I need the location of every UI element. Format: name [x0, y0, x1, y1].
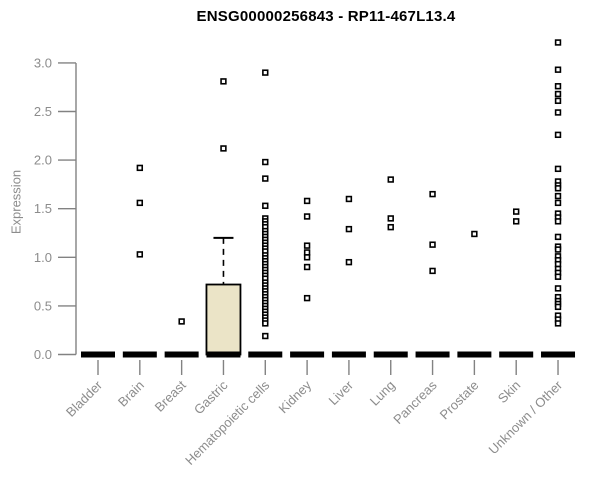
data-point: [471, 230, 478, 238]
data-point: [303, 197, 311, 205]
data-point: [554, 90, 562, 98]
y-tick-label: 1.0: [34, 250, 52, 265]
y-tick-label: 0.5: [34, 298, 52, 313]
chart-title: ENSG00000256843 - RP11-467L13.4: [196, 8, 456, 25]
data-point: [554, 320, 562, 327]
zero-bar: [122, 351, 157, 358]
data-point: [303, 254, 311, 261]
zero-bar: [541, 351, 576, 358]
data-point: [387, 223, 394, 231]
zero-bar: [81, 351, 115, 358]
data-point: [345, 258, 353, 266]
x-category-label: Lung: [367, 378, 398, 409]
data-point: [554, 218, 562, 225]
data-point: [262, 69, 269, 76]
data-point: [554, 303, 562, 311]
data-point: [512, 218, 520, 225]
data-point: [303, 242, 311, 249]
zero-bar: [206, 351, 241, 358]
x-category-label: Breast: [152, 377, 189, 414]
x-category-label: Skin: [495, 378, 523, 406]
data-point: [554, 165, 562, 173]
x-category-label: Bladder: [63, 377, 106, 420]
data-point: [303, 294, 311, 302]
data-point: [554, 273, 562, 280]
x-category-label: Liver: [326, 377, 357, 408]
y-tick-label: 1.5: [34, 201, 52, 216]
x-category-label: Pancreas: [390, 377, 440, 427]
data-point: [387, 176, 394, 183]
data-point: [554, 131, 562, 139]
data-point: [387, 215, 394, 222]
x-category-label: Prostate: [437, 378, 482, 423]
data-point: [554, 233, 562, 241]
data-point: [429, 190, 436, 198]
data-point: [262, 158, 269, 166]
x-category-label: Unknown / Other: [486, 377, 566, 457]
y-tick-label: 0.0: [34, 347, 52, 362]
data-point: [262, 332, 269, 340]
data-point: [262, 202, 269, 209]
zero-bar: [373, 351, 408, 358]
data-point: [136, 251, 144, 258]
data-point: [262, 175, 269, 182]
data-point: [554, 192, 562, 200]
data-point: [220, 145, 227, 152]
data-point: [554, 83, 562, 90]
data-point: [178, 318, 185, 325]
y-tick-label: 3.0: [34, 55, 52, 70]
data-point: [345, 195, 353, 203]
data-point: [554, 185, 562, 192]
data-point: [303, 213, 311, 220]
data-point: [554, 285, 562, 292]
zero-bar: [457, 351, 492, 358]
data-point: [136, 164, 144, 172]
data-point: [429, 241, 436, 248]
data-point: [554, 199, 562, 207]
data-point: [345, 225, 353, 233]
data-point: [303, 263, 311, 271]
zero-bar: [248, 351, 283, 358]
data-point: [554, 39, 562, 46]
zero-bar: [331, 351, 366, 358]
x-category-label: Kidney: [276, 377, 315, 416]
data-point: [554, 97, 562, 105]
box: [205, 283, 242, 356]
data-point: [554, 109, 562, 116]
x-category-label: Brain: [115, 378, 147, 410]
zero-bar: [415, 351, 450, 358]
y-tick-label: 2.5: [34, 104, 52, 119]
zero-bar: [164, 351, 199, 358]
data-point: [512, 208, 520, 215]
data-point: [136, 199, 144, 207]
data-point: [429, 267, 436, 275]
y-tick-label: 2.0: [34, 153, 52, 168]
x-category-label: Gastric: [191, 377, 231, 417]
zero-bar: [499, 351, 534, 358]
data-point: [554, 66, 562, 73]
zero-bar: [290, 351, 325, 358]
data-point: [262, 320, 269, 327]
data-point: [220, 78, 227, 85]
data-point: [554, 246, 562, 253]
